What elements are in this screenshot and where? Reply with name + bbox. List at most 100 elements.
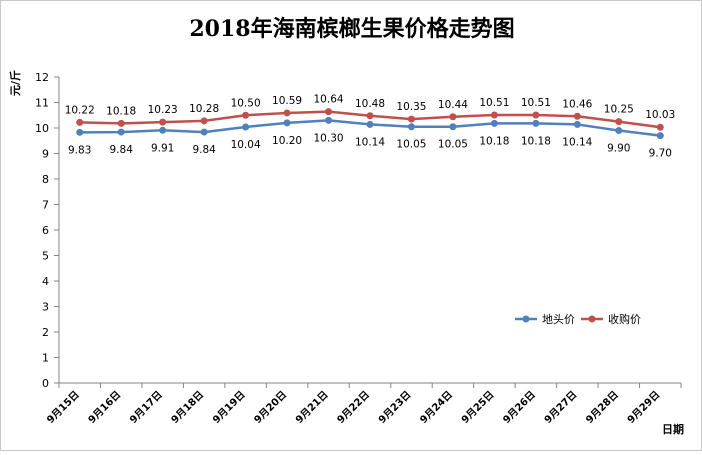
x-tick-label: 9月15日 xyxy=(44,389,81,426)
data-point xyxy=(200,128,208,136)
data-label: 10.22 xyxy=(65,104,95,116)
data-point xyxy=(490,119,498,127)
data-label: 10.51 xyxy=(479,97,509,109)
y-tick-label: 12 xyxy=(35,71,49,84)
data-point xyxy=(573,112,581,120)
legend-label: 收购价 xyxy=(608,312,641,326)
x-tick-label: 9月20日 xyxy=(252,389,289,426)
data-point xyxy=(242,111,250,119)
data-label: 10.44 xyxy=(438,99,468,111)
x-tick-label: 9月28日 xyxy=(584,389,621,426)
x-axis-label: 日期 xyxy=(662,422,684,436)
data-label: 9.84 xyxy=(110,144,134,156)
data-point xyxy=(325,116,333,124)
data-point xyxy=(366,120,374,128)
x-tick-label: 9月16日 xyxy=(86,389,123,426)
data-label: 10.28 xyxy=(189,103,219,115)
data-label: 10.14 xyxy=(562,136,592,148)
legend-marker xyxy=(588,315,596,323)
series-lines xyxy=(76,108,664,140)
axes xyxy=(54,76,682,388)
data-point xyxy=(76,128,84,136)
data-labels: 9.83 9.84 9.91 9.84 10.04 10.20 10.30 10.14 10.0… xyxy=(65,94,676,160)
y-tick-label: 10 xyxy=(35,122,49,135)
data-point xyxy=(490,111,498,119)
data-label: 9.70 xyxy=(649,148,672,160)
data-point xyxy=(532,119,540,127)
data-point xyxy=(532,111,540,119)
y-tick-label: 2 xyxy=(42,326,49,339)
data-label: 10.48 xyxy=(355,98,385,110)
y-tick-label: 9 xyxy=(42,148,49,161)
data-point xyxy=(366,112,374,120)
x-tick-label: 9月25日 xyxy=(459,389,496,426)
data-point xyxy=(283,119,291,127)
x-tick-label: 9月27日 xyxy=(542,389,579,426)
legend: 地头价 收购价 xyxy=(515,312,641,326)
x-tick-label: 9月22日 xyxy=(335,389,372,426)
data-point xyxy=(117,128,125,136)
data-point xyxy=(325,108,333,116)
data-point xyxy=(242,123,250,131)
y-tick-label: 0 xyxy=(42,377,49,390)
y-tick-label: 6 xyxy=(42,224,49,237)
data-label: 10.30 xyxy=(314,132,344,144)
y-tick-label: 11 xyxy=(35,97,49,110)
data-point xyxy=(615,118,623,126)
data-label: 10.46 xyxy=(562,98,592,110)
data-label: 10.50 xyxy=(231,97,261,109)
data-point xyxy=(407,115,415,123)
data-point xyxy=(117,119,125,127)
data-label: 10.18 xyxy=(106,105,136,117)
data-label: 10.23 xyxy=(148,104,178,116)
data-label: 10.64 xyxy=(314,94,344,106)
y-tick-label: 1 xyxy=(42,352,49,365)
chart-title: 2018年海南槟榔生果价格走势图 xyxy=(189,16,514,42)
data-label: 10.20 xyxy=(272,135,302,147)
data-label: 10.18 xyxy=(479,135,509,147)
data-point xyxy=(656,132,664,140)
data-label: 10.18 xyxy=(521,135,551,147)
y-axis-label: 元/斤 xyxy=(8,70,22,96)
x-tick-label: 9月18日 xyxy=(169,389,206,426)
x-tick-label: 9月26日 xyxy=(501,389,538,426)
y-tick-label: 5 xyxy=(42,250,49,263)
data-label: 10.35 xyxy=(396,101,426,113)
data-label: 10.59 xyxy=(272,95,302,107)
data-label: 9.91 xyxy=(151,142,174,154)
data-label: 10.05 xyxy=(396,139,426,151)
data-point xyxy=(200,117,208,125)
data-point xyxy=(283,109,291,117)
y-tick-label: 7 xyxy=(42,199,49,212)
data-label: 9.84 xyxy=(192,144,216,156)
data-point xyxy=(159,118,167,126)
data-point xyxy=(76,118,84,126)
x-tick-label: 9月29日 xyxy=(625,389,662,426)
data-label: 10.25 xyxy=(604,104,634,116)
data-point xyxy=(573,120,581,128)
data-point xyxy=(159,126,167,134)
data-label: 10.05 xyxy=(438,139,468,151)
y-tick-label: 4 xyxy=(42,275,49,288)
data-label: 9.90 xyxy=(607,143,630,155)
legend-marker xyxy=(522,315,530,323)
data-label: 10.51 xyxy=(521,97,551,109)
data-label: 9.83 xyxy=(68,144,91,156)
legend-label: 地头价 xyxy=(542,313,575,326)
x-tick-label: 9月19日 xyxy=(210,389,247,426)
y-tick-label: 8 xyxy=(42,173,49,186)
y-tick-label: 3 xyxy=(42,301,49,314)
x-tick-label: 9月24日 xyxy=(418,389,455,426)
x-tick-label: 9月23日 xyxy=(376,389,413,426)
x-tick-label: 9月17日 xyxy=(127,389,164,426)
data-point xyxy=(449,113,457,121)
data-label: 10.14 xyxy=(355,136,385,148)
data-point xyxy=(615,127,623,135)
x-tick-labels: 9月15日 9月16日 9月17日 9月18日 9月19日 9月20日 9月21日 9月22日… xyxy=(44,389,662,426)
data-point xyxy=(449,123,457,131)
data-point xyxy=(656,123,664,131)
data-label: 10.03 xyxy=(645,109,675,121)
